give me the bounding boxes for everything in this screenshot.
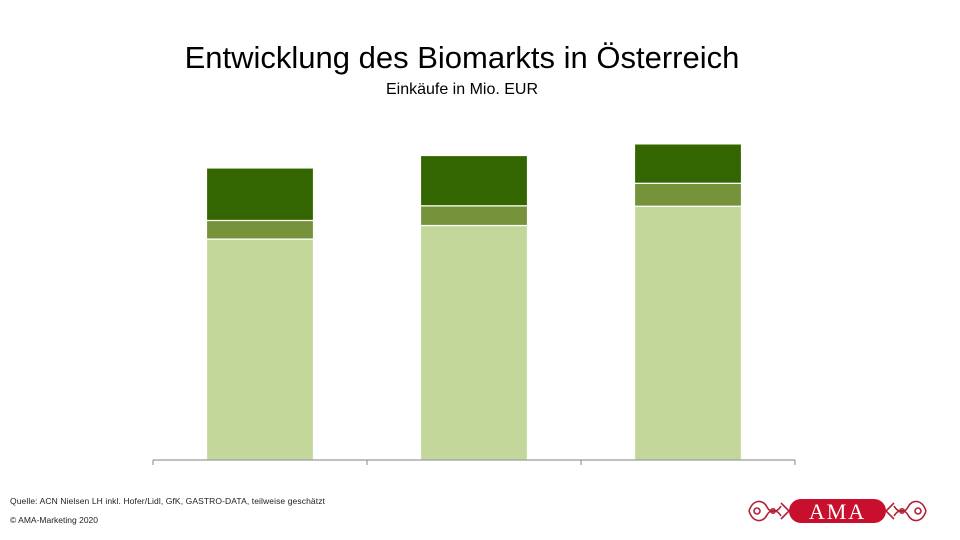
- bar-segment-2-3: [419, 154, 529, 207]
- bar-segment-3-1: [633, 205, 743, 461]
- chart-title: Entwicklung des Biomarkts in Österreich: [184, 40, 740, 75]
- source-note: Quelle: ACN Nielsen LH inkl. Hofer/Lidl,…: [10, 496, 326, 506]
- logo-banner: [789, 499, 886, 523]
- logo-ornament-left: [748, 500, 791, 522]
- chart-subtitle: Einkäufe in Mio. EUR: [385, 81, 539, 98]
- bar-segment-1-3: [205, 167, 315, 222]
- logo-text: AMA: [809, 499, 866, 524]
- bar-segment-1-2: [205, 219, 315, 240]
- copyright-note: © AMA-Marketing 2020: [10, 515, 98, 525]
- bar-segment-3-2: [633, 182, 743, 207]
- bar-segment-1-1: [205, 238, 315, 461]
- bar-segment-2-1: [419, 224, 529, 461]
- bar-segment-3-3: [633, 143, 743, 184]
- ama-logo: AMA: [748, 499, 927, 524]
- logo-ornament-right: [884, 500, 927, 522]
- bar-segment-2-2: [419, 205, 529, 227]
